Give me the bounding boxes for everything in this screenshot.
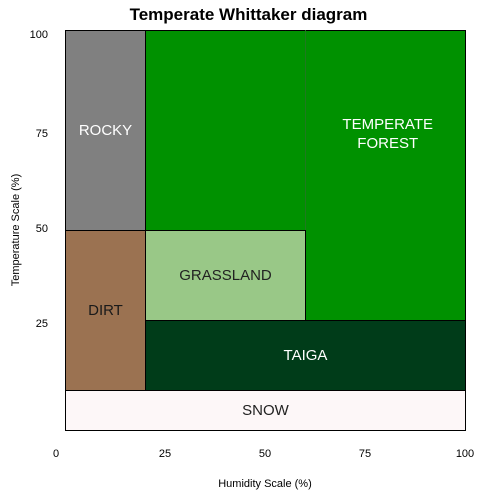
y-tick-label: 100 bbox=[29, 29, 48, 41]
y-tick-label: 75 bbox=[35, 128, 48, 140]
x-tick-label: 0 bbox=[52, 448, 60, 460]
region-rocky: ROCKY bbox=[65, 30, 146, 231]
x-tick-label: 25 bbox=[158, 448, 172, 460]
region-grassland: GRASSLAND bbox=[145, 230, 306, 321]
x-tick-label: 100 bbox=[455, 448, 475, 460]
y-tick-label: 25 bbox=[35, 318, 48, 330]
x-tick-label: 75 bbox=[358, 448, 372, 460]
diagram-title: Temperate Whittaker diagram bbox=[129, 5, 368, 24]
y-axis-label: Temperature Scale (%) bbox=[10, 173, 22, 287]
region-dirt: DIRT bbox=[65, 230, 146, 391]
region-label-grassland: GRASSLAND bbox=[179, 267, 272, 284]
region-label-rocky: ROCKY bbox=[78, 122, 133, 139]
region-label-temperate-forest: TEMPERATE FOREST bbox=[342, 116, 433, 152]
region-snow: SNOW bbox=[65, 390, 466, 431]
region-label-snow: SNOW bbox=[242, 402, 289, 419]
x-tick-label: 50 bbox=[258, 448, 272, 460]
x-axis-label: Humidity Scale (%) bbox=[218, 478, 312, 490]
region-label-taiga: TAIGA bbox=[283, 347, 328, 364]
region-taiga: TAIGA bbox=[145, 320, 466, 391]
forest-divider-line bbox=[305, 30, 306, 321]
y-tick-label: 50 bbox=[35, 223, 48, 235]
region-label-dirt: DIRT bbox=[88, 302, 123, 319]
